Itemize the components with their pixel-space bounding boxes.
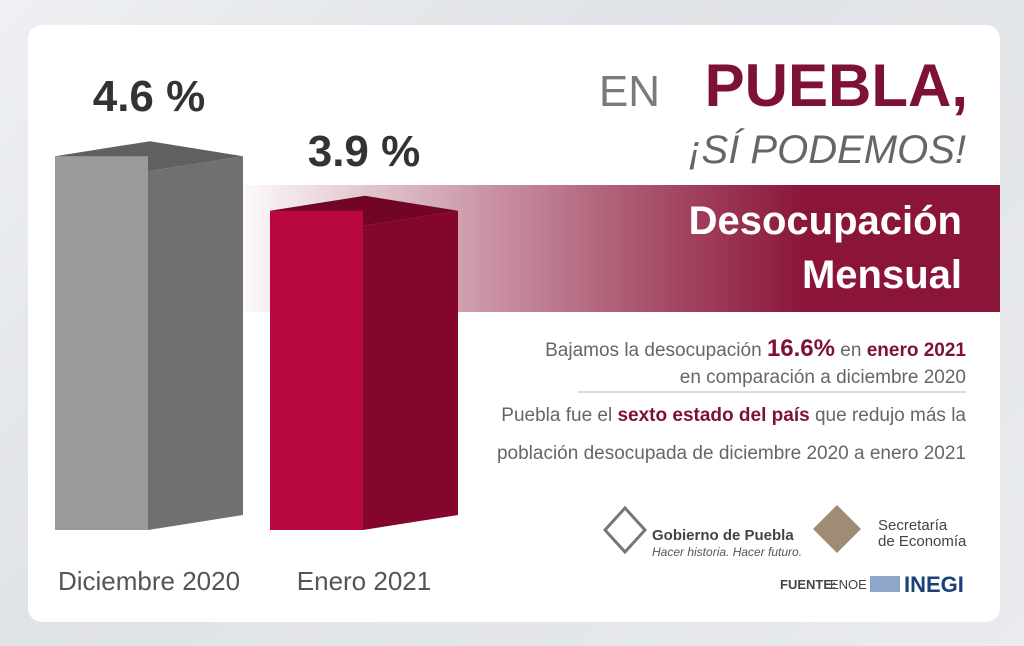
note-segment: en [835,340,867,361]
logo-economia: Secretaría de Economía [813,505,967,553]
inegi-dots [870,576,900,592]
inegi: INEGI [904,572,964,597]
logo-icon [813,505,861,553]
note-line: población desocupada de diciembre 2020 a… [497,443,966,464]
header-en: EN [599,67,660,116]
note-segment: en comparación a diciembre 2020 [680,367,966,388]
value-label: 4.6 % [93,72,206,121]
note-segment: Puebla fue el [501,405,617,426]
bar [270,210,363,531]
bar-side [363,210,458,531]
logo-puebla: Gobierno de Puebla Hacer historia. Hacer… [602,505,802,559]
bar [55,156,148,530]
note-line: Puebla fue el sexto estado del país que … [501,405,966,426]
note-segment: 16.6% [767,335,835,362]
note-segment: población desocupada de diciembre 2020 a… [497,443,966,464]
header-slogan: ¡SÍ PODEMOS! [688,127,966,172]
banner-title: Mensual [802,253,962,297]
logo-text: Secretaría [878,517,948,534]
value-label: 3.9 % [308,127,421,176]
note-segment: que redujo más la [810,405,967,426]
logo-text: Gobierno de Puebla [652,527,794,544]
logo-text: de Economía [878,533,967,550]
x-tick-label: Diciembre 2020 [58,566,240,596]
note-segment: Bajamos la desocupación [545,340,767,361]
note-segment: sexto estado del país [617,405,809,426]
logo-text: Hacer historia. Hacer futuro. [652,545,802,559]
note-segment: enero 2021 [867,340,967,361]
source: ENOE [830,577,867,592]
note-line: Bajamos la desocupación 16.6% en enero 2… [545,335,966,362]
logo-icon [870,576,900,592]
header-puebla: PUEBLA, [705,52,968,119]
banner-title: Desocupación [689,199,962,243]
bar-side [148,156,243,530]
logo-icon [602,505,648,555]
note-line: en comparación a diciembre 2020 [680,367,966,388]
x-tick-label: Enero 2021 [297,566,431,596]
source-label: FUENTE: [780,577,836,592]
